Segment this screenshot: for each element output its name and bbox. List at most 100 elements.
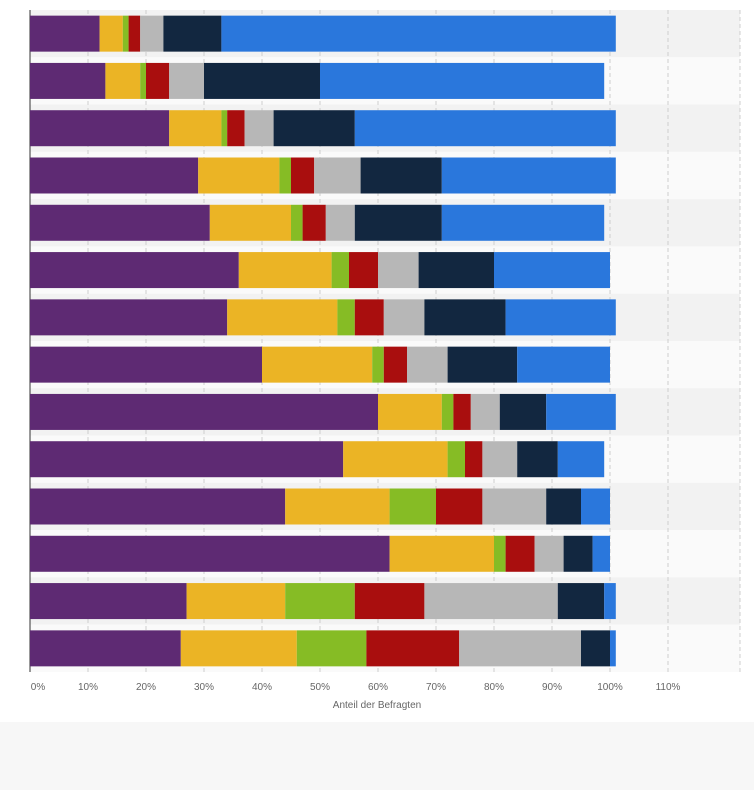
bar-row13-segment6 [557, 583, 605, 620]
bar-row6-segment7 [494, 252, 610, 289]
bar-row1-segment1 [30, 15, 100, 52]
bar-row2-segment7 [320, 62, 605, 99]
bar-row3-segment6 [273, 110, 355, 147]
bar-row9-segment4 [453, 393, 471, 430]
x-tick-label-60: 60% [368, 682, 388, 693]
bar-row2-segment2 [105, 62, 141, 99]
bar-row3-segment7 [354, 110, 616, 147]
bar-row1-segment6 [163, 15, 222, 52]
bar-row7-segment5 [383, 299, 425, 336]
grid-lines [29, 10, 741, 672]
bar-row5-segment2 [209, 204, 291, 241]
bar-row4-segment5 [314, 157, 361, 194]
bar-row10-segment6 [517, 441, 558, 478]
bar-row11-segment6 [546, 488, 581, 525]
bar-row12-segment2 [389, 535, 494, 572]
bar-row8-segment1 [30, 346, 262, 383]
bar-row10-segment7 [557, 441, 605, 478]
bar-row1-segment7 [221, 15, 616, 52]
bar-row8-segment3 [372, 346, 384, 383]
bar-row3-segment2 [169, 110, 222, 147]
x-tick-label-80: 80% [484, 682, 504, 693]
bar-row7-segment7 [505, 299, 616, 336]
bar-row5-segment3 [291, 204, 303, 241]
bar-row14-segment2 [180, 630, 297, 667]
bar-row4-segment3 [279, 157, 291, 194]
bar-row5-segment7 [441, 204, 605, 241]
bar-row11-segment4 [436, 488, 483, 525]
bar-row13-segment5 [424, 583, 558, 620]
bar-row10-segment2 [343, 441, 448, 478]
bar-row5-segment6 [354, 204, 442, 241]
bar-row3-segment5 [244, 110, 274, 147]
bar-row14-segment7 [610, 630, 616, 667]
bar-row7-segment6 [424, 299, 506, 336]
x-tick-label-100: 100% [597, 682, 623, 693]
bar-row13-segment3 [285, 583, 355, 620]
bar-row8-segment5 [407, 346, 448, 383]
bar-row10-segment4 [465, 441, 483, 478]
bar-row3-segment1 [30, 110, 170, 147]
bar-row10-segment3 [447, 441, 465, 478]
bar-row8-segment6 [447, 346, 518, 383]
bar-row8-segment4 [383, 346, 407, 383]
bar-row9-segment5 [470, 393, 500, 430]
x-axis-title: Anteil der Befragten [333, 700, 421, 711]
bar-row14-segment6 [581, 630, 610, 667]
row-bands [30, 10, 740, 672]
bar-row2-segment1 [30, 62, 106, 99]
bar-row4-segment4 [291, 157, 315, 194]
bar-row2-segment3 [140, 62, 146, 99]
bar-row7-segment3 [337, 299, 355, 336]
bar-row12-segment5 [534, 535, 564, 572]
bar-row2-segment5 [169, 62, 204, 99]
bar-row9-segment1 [30, 393, 378, 430]
bar-row7-segment4 [354, 299, 384, 336]
bar-row6-segment3 [331, 252, 349, 289]
x-tick-label-10: 10% [78, 682, 98, 693]
x-tick-label-110: 110% [656, 682, 681, 693]
bar-row12-segment6 [563, 535, 593, 572]
bar-row11-segment1 [30, 488, 286, 525]
bar-row13-segment2 [186, 583, 286, 620]
x-tick-label-30: 30% [194, 682, 214, 693]
stacked-bar-chart: 0% 10% 20% 30% 40% 50% 60% 70% 80% 90% 100% 110% An… [29, 10, 741, 711]
bar-row6-segment4 [349, 252, 378, 289]
bar-row10-segment5 [482, 441, 518, 478]
bar-row14-segment3 [296, 630, 367, 667]
bar-row1-segment3 [122, 15, 129, 52]
bar-row14-segment4 [366, 630, 460, 667]
bar-row1-segment5 [140, 15, 164, 52]
x-axis-ticks: 0% 10% 20% 30% 40% 50% 60% 70% 80% 90% 100% 110% [31, 682, 681, 693]
bar-row4-segment1 [30, 157, 199, 194]
bar-row3-segment3 [221, 110, 228, 147]
bars [30, 15, 616, 667]
bar-row13-segment4 [354, 583, 425, 620]
footer-area [0, 722, 754, 790]
bar-row14-segment1 [30, 630, 181, 667]
bar-row4-segment7 [441, 157, 616, 194]
bar-row7-segment1 [30, 299, 228, 336]
bar-row6-segment5 [378, 252, 419, 289]
bar-row2-segment6 [204, 62, 320, 99]
bar-row8-segment2 [262, 346, 373, 383]
bar-row1-segment4 [128, 15, 141, 52]
x-tick-label-50: 50% [310, 682, 330, 693]
x-tick-label-70: 70% [426, 682, 446, 693]
bar-row5-segment5 [325, 204, 355, 241]
bar-row3-segment4 [227, 110, 245, 147]
bar-row14-segment5 [459, 630, 581, 667]
bar-row9-segment7 [546, 393, 616, 430]
bar-row5-segment4 [302, 204, 326, 241]
bar-row6-segment1 [30, 252, 239, 289]
bar-row7-segment2 [227, 299, 338, 336]
bar-row11-segment2 [285, 488, 390, 525]
x-tick-label-20: 20% [136, 682, 156, 693]
bar-row9-segment3 [441, 393, 454, 430]
bar-row6-segment6 [418, 252, 494, 289]
x-tick-label-0: 0% [31, 682, 46, 693]
bar-row5-segment1 [30, 204, 210, 241]
bar-row11-segment7 [581, 488, 610, 525]
bar-row1-segment2 [99, 15, 123, 52]
bar-row10-segment1 [30, 441, 344, 478]
